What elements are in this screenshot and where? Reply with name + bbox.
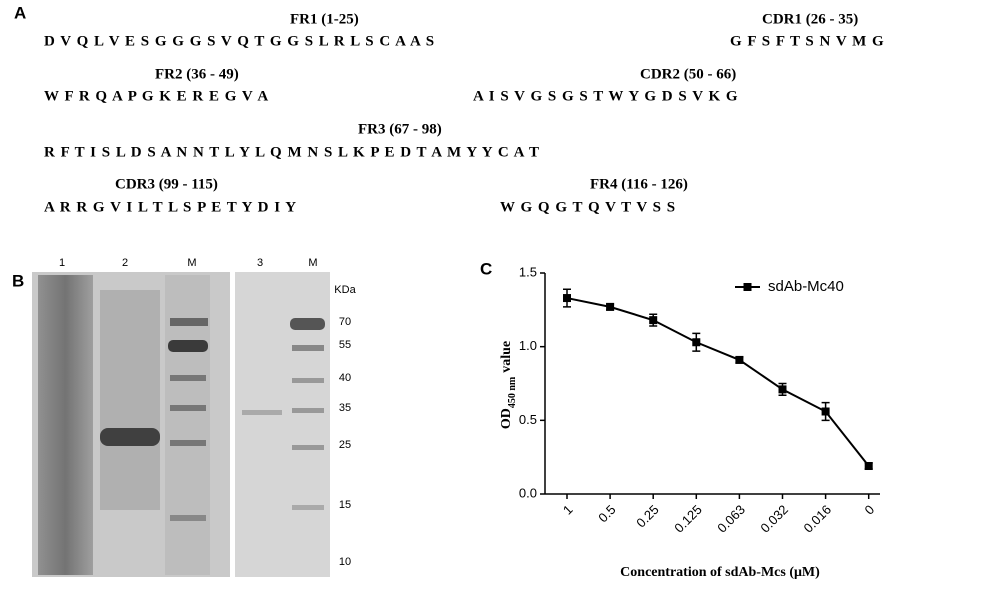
x-tick-label: 1 — [560, 502, 576, 518]
region-header: FR2 (36 - 49) — [155, 66, 239, 82]
marker-label: 15 — [339, 499, 351, 511]
y-tick-label: 1.5 — [519, 264, 537, 279]
lane-label: 3 — [257, 257, 263, 269]
y-label-main: OD — [499, 408, 514, 429]
sequence: D V Q L V E S G G G S V Q T G G S L R L … — [44, 33, 435, 49]
sequence: G F S F T S N V M G — [730, 33, 885, 49]
marker-label: 55 — [339, 339, 351, 351]
region-header: CDR1 (26 - 35) — [762, 11, 858, 27]
panel-label: A — [14, 3, 26, 22]
region-header: CDR2 (50 - 66) — [640, 66, 736, 82]
marker — [778, 385, 787, 394]
region-header: FR1 (1-25) — [290, 11, 359, 27]
panel-label: C — [480, 259, 492, 278]
x-tick-label: 0.5 — [595, 502, 618, 525]
legend-marker — [743, 283, 752, 291]
marker — [606, 302, 615, 311]
marker-label: 25 — [339, 439, 351, 451]
region-header: CDR3 (99 - 115) — [115, 176, 218, 192]
sequence: W G Q G T Q V T V S S — [500, 199, 676, 215]
y-label-rest: value — [499, 341, 514, 373]
marker — [649, 316, 658, 325]
x-tick-label: 0.063 — [714, 502, 748, 536]
x-tick-label: 0.125 — [671, 502, 705, 536]
y-tick-label: 1.0 — [519, 338, 537, 353]
sequence: A I S V G S G S T W Y G D S V K G — [473, 88, 739, 104]
marker — [821, 407, 830, 416]
y-tick-label: 0.0 — [519, 485, 537, 500]
x-tick-label: 0.032 — [757, 502, 791, 536]
marker-label: 10 — [339, 556, 351, 568]
y-axis-label: OD450 nm value — [499, 341, 518, 429]
sequence: R F T I S L D S A N N T L Y L Q M N S L … — [44, 144, 540, 160]
x-tick-label: 0 — [862, 502, 878, 518]
marker — [563, 294, 571, 303]
marker-label: 70 — [339, 316, 351, 328]
marker — [864, 462, 873, 471]
marker-label: 40 — [339, 372, 351, 384]
lane-label: 1 — [59, 257, 65, 269]
sequence: A R R G V I L T L S P E T Y D I Y — [44, 199, 297, 215]
lane-label: 2 — [122, 257, 128, 269]
line — [566, 297, 870, 467]
x-tick-label: 0.016 — [801, 502, 835, 536]
gel — [32, 272, 330, 577]
marker-label: 35 — [339, 402, 351, 414]
unit-label: KDa — [334, 284, 356, 296]
lane-label: M — [308, 257, 317, 269]
marker — [735, 355, 744, 364]
sequence: W F R Q A P G K E R E G V A — [44, 88, 269, 104]
lane-label: M — [187, 257, 196, 269]
marker — [692, 338, 701, 347]
x-tick-label: 0.25 — [633, 502, 662, 531]
x-axis-label: Concentration of sdAb-Mcs (μM) — [620, 565, 820, 580]
y-tick-label: 0.5 — [519, 412, 537, 427]
region-header: FR4 (116 - 126) — [590, 176, 688, 192]
region-header: FR3 (67 - 98) — [358, 121, 442, 137]
panel-label: B — [12, 271, 24, 290]
y-label-sub: 450 nm — [507, 376, 518, 408]
legend-label: sdAb-Mc40 — [768, 278, 844, 295]
